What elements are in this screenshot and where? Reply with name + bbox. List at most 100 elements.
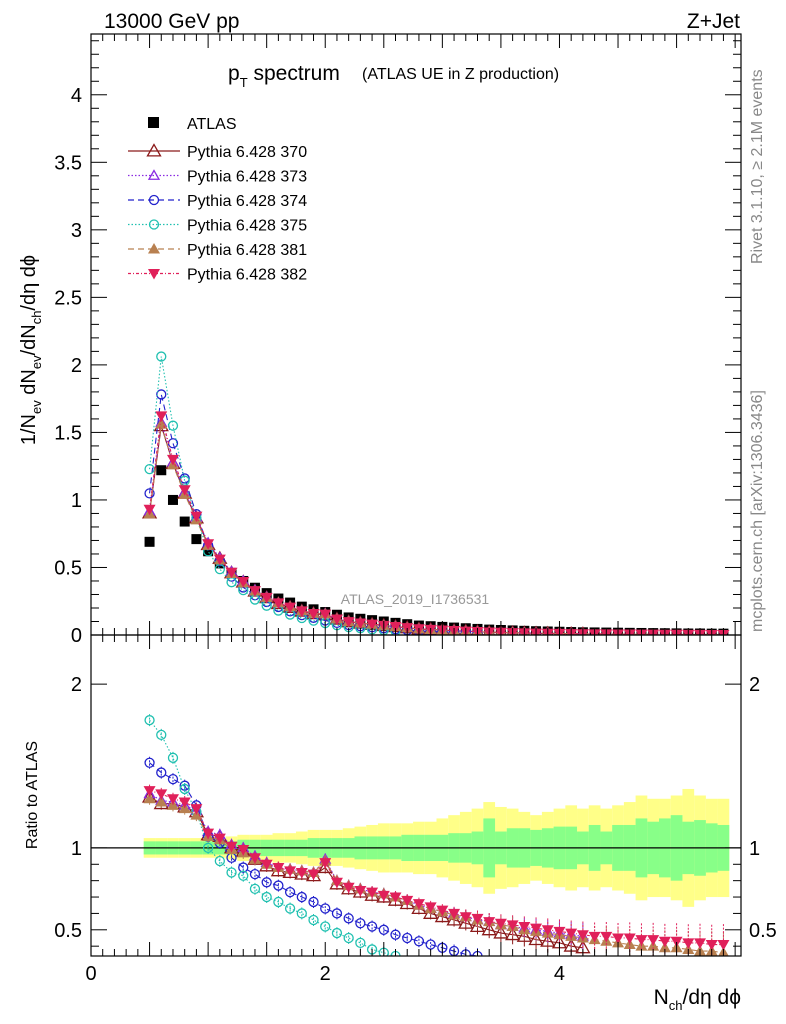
legend: ATLAS Pythia 6.428 370 Pythia 6.428 373 Py… <box>128 116 307 284</box>
series-2-ratio-point-15 <box>320 903 331 914</box>
series-3-point-7 <box>226 577 237 588</box>
series-5-ratio-point-37 <box>576 930 589 941</box>
legend-marker-2 <box>148 194 160 206</box>
series-5-ratio-point-28 <box>471 913 484 925</box>
y-tick-label-top-3.5: 3.5 <box>54 152 82 174</box>
series-2-ratio-point-24 <box>425 939 436 950</box>
y-tick-label-top-0: 0 <box>71 625 82 647</box>
series-2-ratio-point-10 <box>261 877 272 888</box>
legend-label-2: Pythia 6.428 374 <box>187 193 307 210</box>
series-3-ratio-point-10 <box>261 891 272 903</box>
series-3-ratio-point-17 <box>343 932 354 944</box>
series-5-ratio-point-25 <box>436 905 449 917</box>
series-5-ratio-point-1 <box>155 789 168 800</box>
series-5-ratio-point-33 <box>530 923 543 935</box>
series-5-point-19 <box>366 619 379 631</box>
ylabel-s3: ch <box>29 311 44 325</box>
series-5-point-13 <box>295 606 308 617</box>
legend-label-3: Pythia 6.428 375 <box>187 218 307 235</box>
series-5-point-17 <box>342 617 355 628</box>
series-5-ratio-point-49 <box>717 940 730 951</box>
series-5-ratio-point-3 <box>178 797 191 809</box>
series-5-ratio-point-0 <box>143 786 156 797</box>
xlabel-p2: /dη dϕ <box>683 986 741 1009</box>
series-5-ratio-point-14 <box>307 869 320 881</box>
chart-subtitle: (ATLAS UE in Z production) <box>362 66 559 83</box>
series-5-ratio-point-24 <box>424 902 437 913</box>
series-5-point-0 <box>143 504 156 516</box>
series-5-ratio-point-47 <box>694 938 707 949</box>
series-5-ratio-point-35 <box>553 926 566 938</box>
series-2-ratio-point-21 <box>390 929 401 940</box>
legend-marker-5 <box>148 269 160 280</box>
y-tick-label-top-2: 2 <box>71 355 82 377</box>
x-axis-label: Nch/dη dϕ <box>654 986 741 1013</box>
series-2-ratio-point-14 <box>308 896 319 908</box>
series-2-ratio-point-1 <box>156 767 167 778</box>
series-3-line <box>149 356 396 632</box>
series-3-point-3 <box>179 475 190 486</box>
series-2-ratio-point-2 <box>167 773 179 785</box>
series-3-ratio-point-2 <box>167 752 179 763</box>
analysis-watermark: ATLAS_2019_I1736531 <box>341 591 490 607</box>
series-3-ratio-point-11 <box>273 896 284 908</box>
series-0-ratio-point-29 <box>481 921 497 936</box>
atlas-point-0 <box>144 536 155 547</box>
series-5-ratio-point-8 <box>237 845 250 856</box>
y-axis-label-top: 1/Nev dNev/dNch/dη dϕ <box>18 255 44 445</box>
series-5-ratio-point-39 <box>600 931 613 943</box>
ylabel-p3: /dN <box>18 324 40 355</box>
series-5-ratio-point-30 <box>494 918 507 930</box>
atlas-point-3 <box>179 516 190 527</box>
series-5-ratio-point-21 <box>389 892 402 904</box>
series-2-ratio-point-20 <box>378 924 389 935</box>
series-5-ratio-point-27 <box>459 912 472 923</box>
series-5-ratio-point-6 <box>213 833 226 845</box>
series-2-ratio-point-22 <box>402 932 413 944</box>
y-tick-label-ratio-right-1: 1 <box>749 838 760 860</box>
series-5-point-14 <box>307 608 320 620</box>
series-5-ratio-point-34 <box>541 925 554 936</box>
series-5-point-9 <box>248 586 261 597</box>
series-3-ratio-point-9 <box>249 883 261 895</box>
series-5-line <box>149 415 724 635</box>
series-5-ratio-point-16 <box>330 877 343 889</box>
series-0-ratio-point-33 <box>528 931 544 946</box>
series-3-ratio-point-15 <box>320 921 331 932</box>
series-5-ratio-point-13 <box>295 867 308 879</box>
side-label-rivet: Rivet 3.1.10, ≥ 2.1M events <box>749 69 766 264</box>
series-5-point-15 <box>319 609 332 621</box>
axis-tick-labels: 0 2 400.511.522.533.540.5 0.51 12 2 <box>54 85 777 985</box>
atlas-point-2 <box>167 494 178 505</box>
series-5-point-10 <box>260 592 273 604</box>
y-axis-label-ratio: Ratio to ATLAS <box>24 741 41 849</box>
series-5-ratio-point-11 <box>272 863 285 874</box>
series-5-point-11 <box>272 598 285 609</box>
y-tick-label-ratio-left-1: 1 <box>71 838 82 860</box>
legend-label-4: Pythia 6.428 381 <box>187 242 307 259</box>
header-right: Z+Jet <box>687 10 740 33</box>
series-2-ratio-point-11 <box>273 880 284 891</box>
series-0-ratio-point-28 <box>469 918 486 933</box>
legend-label-0: Pythia 6.428 370 <box>187 144 307 161</box>
series-5-ratio-point-23 <box>412 899 425 910</box>
title-main-sub: T <box>240 75 248 90</box>
legend-label-1: Pythia 6.428 373 <box>187 169 307 186</box>
series-2-point-1 <box>156 389 167 400</box>
title-main-rest: spectrum <box>248 62 340 85</box>
series-3-point-1 <box>156 351 167 362</box>
series-5-point-18 <box>354 618 367 630</box>
series-2-ratio-point-0 <box>144 757 155 768</box>
series-3-ratio-point-5 <box>202 842 214 854</box>
series-5-point-21 <box>389 621 402 633</box>
series-3-ratio-point-1 <box>156 729 167 741</box>
series-3-ratio-point-16 <box>331 927 343 939</box>
legend-label-5: Pythia 6.428 382 <box>187 267 307 284</box>
y-tick-label-top-2.5: 2.5 <box>54 287 82 309</box>
y-tick-label-ratio-left-0.5: 0.5 <box>54 920 82 942</box>
series-5-point-8 <box>237 577 250 588</box>
series-2-ratio-point-8 <box>238 862 249 873</box>
y-tick-label-top-0.5: 0.5 <box>54 557 82 579</box>
header-left: 13000 GeV pp <box>104 10 239 33</box>
y-tick-label-top-1.5: 1.5 <box>54 422 82 444</box>
